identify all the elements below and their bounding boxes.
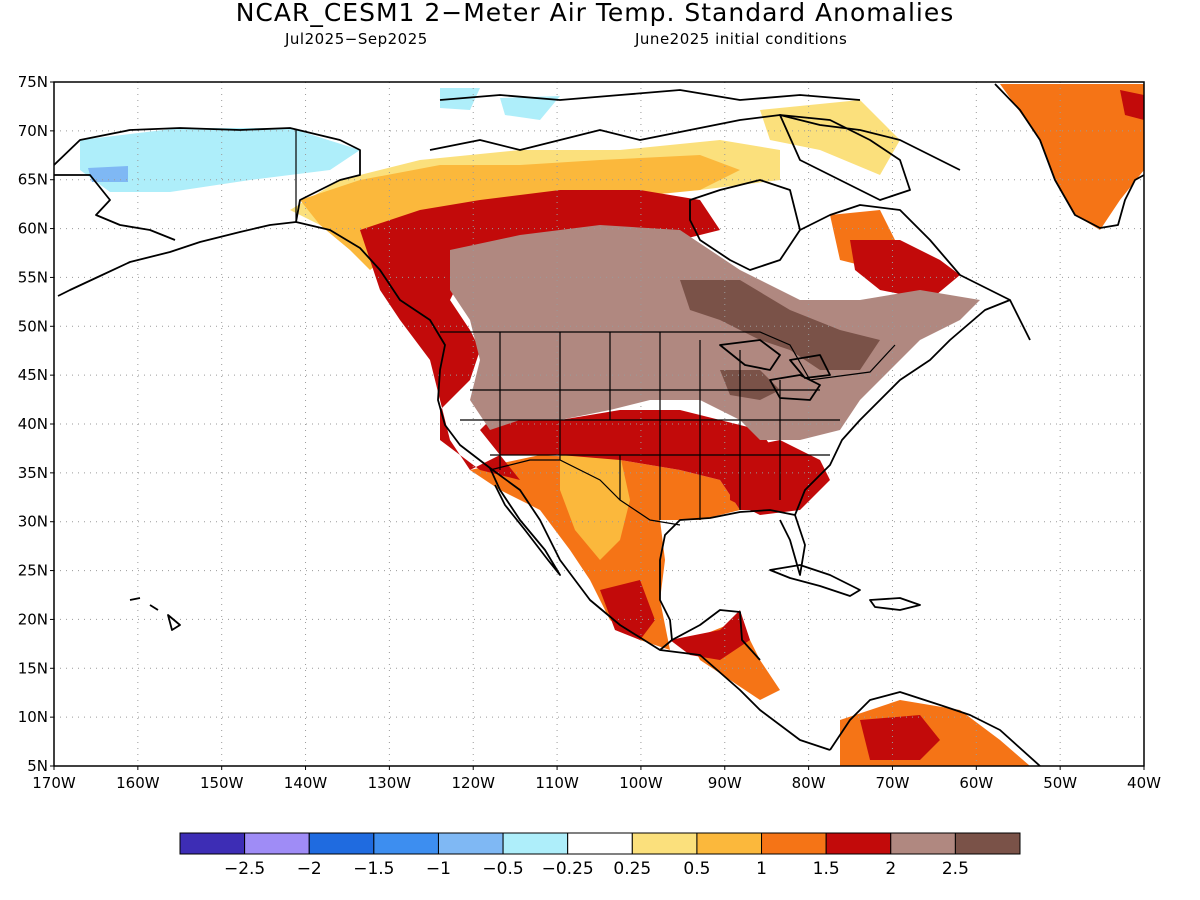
longitude-label: 120W [451, 774, 495, 792]
colorbar-label: 1.5 [813, 859, 840, 879]
warm-orange-sw-us [560, 450, 630, 560]
colorbar-label: 1 [756, 859, 767, 879]
alaska-cool-anomaly [80, 128, 360, 192]
baffin-island [779, 114, 911, 201]
arctic-cool-patch [440, 88, 560, 120]
colorbar-label: −0.25 [542, 859, 594, 879]
longitude-label: 40W [1127, 774, 1161, 792]
great-lakes [719, 339, 831, 401]
alaska-blue-patch [88, 166, 128, 182]
colorbar-label: 2 [885, 859, 896, 879]
colorbar-label: −1.5 [353, 859, 394, 879]
longitude-label: 170W [32, 774, 76, 792]
yucatan [671, 609, 761, 661]
longitude-label: 70W [876, 774, 910, 792]
colorbar-swatch [696, 832, 763, 855]
labrador-coast [799, 204, 1011, 301]
latitude-label: 15N [18, 659, 48, 677]
latitude-label: 5N [27, 757, 48, 775]
warm-red-mexico-south [600, 580, 655, 640]
colorbar-swatch [954, 832, 1021, 855]
baja-california [489, 467, 561, 576]
longitude-label: 100W [619, 774, 663, 792]
greenland-coast [994, 83, 1144, 229]
us-mexico-border [489, 459, 681, 526]
alaska-west-coast [54, 174, 176, 241]
colorbar-swatch [502, 832, 569, 855]
longitude-label: 110W [535, 774, 579, 792]
alaska-coast [54, 127, 361, 297]
colorbar-label: 2.5 [942, 859, 969, 879]
longitude-labels: 170W 160W 150W 140W 130W 120W 110W 100W 90W 80W 70… [32, 766, 1161, 792]
colorbar-swatch [890, 832, 956, 855]
map-title: NCAR_CESM1 2−Meter Air Temp. Standard An… [235, 0, 955, 27]
colorbar-labels: −2.5 −2 −1.5 −1 −0.5 −0.25 0.25 0.5 1 1.5 2 2.5 [224, 859, 969, 879]
latitude-label: 65N [18, 171, 48, 189]
latitude-label: 10N [18, 708, 48, 726]
longitude-label: 160W [116, 774, 160, 792]
colorbar-label: 0.5 [683, 859, 710, 879]
colorbar-swatch [825, 832, 892, 855]
anomaly-fields [80, 84, 1144, 766]
us-canada-border [440, 331, 896, 381]
latitude-label: 55N [18, 268, 48, 286]
warm-red-south-america [860, 715, 940, 760]
latitude-label: 60N [18, 220, 48, 238]
latitude-label: 30N [18, 513, 48, 531]
warm-yellow-ne-canada [760, 100, 900, 175]
warm-red-west-canada [360, 190, 800, 510]
extreme-warm-great-lakes [720, 370, 780, 400]
colorbar [179, 832, 1021, 855]
us-state-lines [460, 332, 840, 520]
colorbar-swatch [179, 832, 246, 855]
colorbar-swatch [373, 832, 439, 855]
colorbar-label: −2.5 [224, 859, 265, 879]
hawaii [129, 597, 181, 631]
political-borders [295, 130, 896, 526]
arctic-islands [429, 89, 961, 171]
colorbar-swatch [567, 832, 633, 855]
atlantic-coast [794, 299, 1031, 516]
colorbar-swatch [631, 832, 698, 855]
latitude-label: 75N [18, 73, 48, 91]
colorbar-label: 0.25 [613, 859, 651, 879]
extreme-warm-ontario [680, 280, 880, 370]
colorbar-swatch [761, 832, 827, 855]
initial-conditions: June2025 initial conditions [635, 30, 848, 48]
longitude-label: 150W [200, 774, 244, 792]
cuba [769, 564, 861, 597]
latitude-label: 45N [18, 366, 48, 384]
longitude-label: 80W [792, 774, 826, 792]
valid-period: Jul2025−Sep2025 [285, 30, 428, 48]
colorbar-label: −1 [426, 859, 451, 879]
longitude-label: 130W [368, 774, 412, 792]
warm-red-greenland-patch [1120, 90, 1144, 120]
longitude-label: 60W [959, 774, 993, 792]
colorbar-swatch [244, 832, 310, 855]
warm-red-central-america [670, 610, 750, 660]
coastlines [54, 83, 1144, 766]
hispaniola [869, 597, 921, 611]
warm-orange-greenland [1000, 84, 1144, 230]
latitude-label: 25N [18, 562, 48, 580]
colorbar-swatch [308, 832, 375, 855]
latitude-labels: 75N 70N 65N 60N 55N 50N 45N 40N 35N 30N 25N 20N 15N 1… [18, 73, 54, 775]
longitude-label: 140W [284, 774, 328, 792]
colorbar-swatch [437, 832, 504, 855]
warm-orange-alaska-yukon [300, 155, 740, 270]
latitude-label: 35N [18, 464, 48, 482]
latitude-label: 20N [18, 610, 48, 628]
latitude-label: 40N [18, 415, 48, 433]
latitude-label: 50N [18, 317, 48, 335]
longitude-label: 50W [1043, 774, 1077, 792]
colorbar-label: −0.5 [482, 859, 523, 879]
longitude-label: 90W [708, 774, 742, 792]
warm-red-labrador [850, 240, 960, 300]
latitude-label: 70N [18, 122, 48, 140]
south-america-coast [829, 691, 1041, 766]
colorbar-label: −2 [297, 859, 322, 879]
hudson-bay [689, 179, 801, 271]
